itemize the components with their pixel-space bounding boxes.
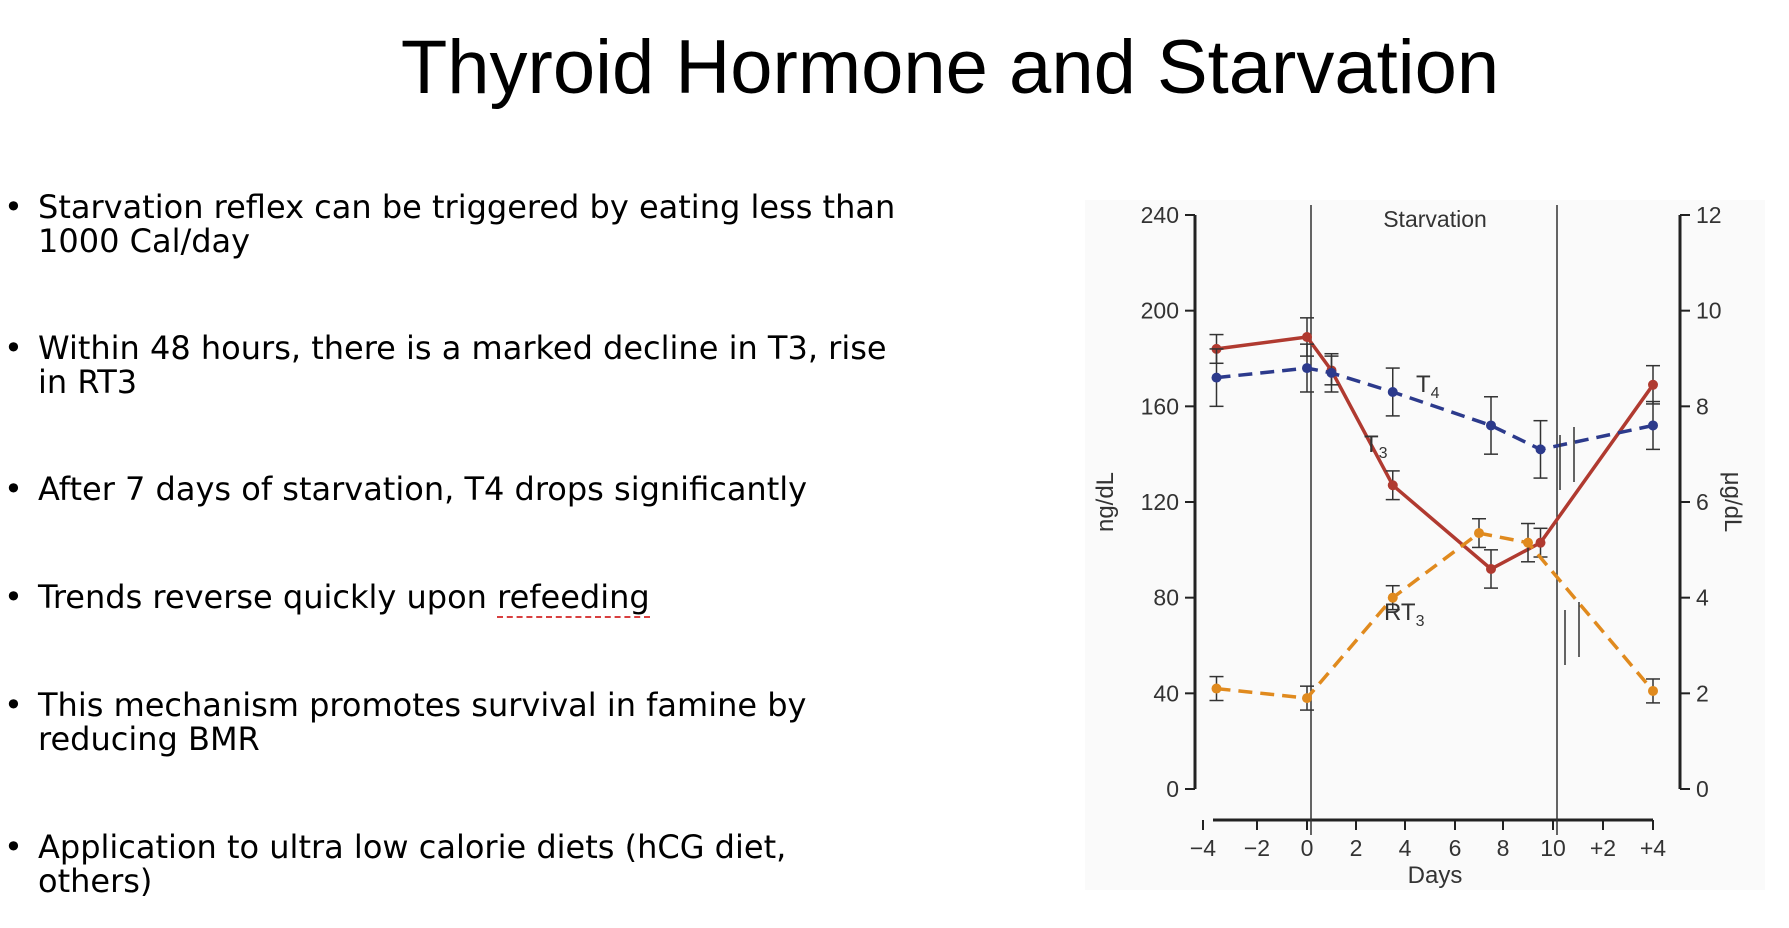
left-axis-tick-label: 40 <box>1153 680 1179 706</box>
data-point <box>1474 528 1484 539</box>
x-axis-tick-label: 10 <box>1540 835 1566 861</box>
bullet-text: Trends reverse quickly upon <box>38 578 498 616</box>
x-axis-tick-label: 0 <box>1301 835 1314 861</box>
x-axis-tick-label: −4 <box>1190 835 1216 861</box>
data-point <box>1211 683 1222 694</box>
data-point <box>1387 480 1398 491</box>
bullet-line: After 7 days of starvation, T4 drops sig… <box>38 470 808 508</box>
slide-title: Thyroid Hormone and Starvation <box>400 25 1500 110</box>
bullet-line: Trends reverse quickly upon refeeding <box>38 578 650 618</box>
left-axis-tick-label: 160 <box>1141 393 1179 419</box>
bullet-dot: • <box>4 470 23 508</box>
bullet-line: in RT3 <box>38 363 138 401</box>
bullet-item: • Application to ultra low calorie diets… <box>0 830 786 898</box>
left-axis-tick-label: 120 <box>1141 489 1179 515</box>
data-point <box>1535 444 1546 455</box>
series-label: T4 <box>1416 371 1440 402</box>
x-axis-tick-label: 4 <box>1399 835 1412 861</box>
bullet-dot: • <box>4 329 23 367</box>
series-label-text: RT <box>1384 599 1416 626</box>
right-axis-tick-label: 12 <box>1696 202 1722 228</box>
bullet-line: reducing BMR <box>38 720 260 758</box>
bullet-item: • After 7 days of starvation, T4 drops s… <box>0 472 807 506</box>
data-point <box>1326 367 1337 378</box>
bullet-line: Starvation reflex can be triggered by ea… <box>38 188 896 226</box>
data-point <box>1302 363 1312 374</box>
data-point <box>1302 693 1312 704</box>
right-axis-tick-label: 10 <box>1696 298 1722 324</box>
x-axis-label: Days <box>1408 862 1463 889</box>
series-label-text: T <box>1364 431 1379 458</box>
data-point <box>1486 563 1496 574</box>
left-axis-tick-label: 80 <box>1153 585 1179 611</box>
bullet-line: 1000 Cal/day <box>38 222 251 260</box>
bullet-dot: • <box>4 188 23 226</box>
data-point <box>1387 592 1398 603</box>
chart-container: 0 40 80 120 160 200 240 0 2 4 6 8 10 12 ng/dL μg/dL −4 −2… <box>1085 190 1765 910</box>
series-label-subscript: 3 <box>1379 445 1388 462</box>
bullet-line: others) <box>38 862 153 900</box>
bullet-line: Application to ultra low calorie diets (… <box>38 828 787 866</box>
right-axis-tick-label: 6 <box>1696 489 1709 515</box>
left-axis-label: ng/dL <box>1092 472 1119 532</box>
data-point <box>1211 372 1222 383</box>
x-axis-tick-label: −2 <box>1244 835 1270 861</box>
right-axis-tick-label: 4 <box>1696 585 1709 611</box>
series-line <box>1216 531 1655 700</box>
data-point <box>1486 420 1496 431</box>
left-axis-tick-label: 240 <box>1141 202 1179 228</box>
x-axis-tick-label: 8 <box>1497 835 1510 861</box>
data-point <box>1302 331 1312 342</box>
series-label-subscript: 4 <box>1431 385 1440 402</box>
series-label: T3 <box>1364 431 1388 462</box>
x-axis-tick-label: +2 <box>1590 835 1616 861</box>
data-point <box>1648 379 1658 390</box>
data-point <box>1535 537 1546 548</box>
right-axis-tick-label: 0 <box>1696 776 1709 802</box>
bullet-item: • Within 48 hours, there is a marked dec… <box>0 331 887 399</box>
data-point <box>1387 386 1398 397</box>
data-point <box>1523 537 1533 548</box>
bullet-dot: • <box>4 686 23 724</box>
spellcheck-flagged-word[interactable]: refeeding <box>497 578 650 618</box>
bullet-item: • Starvation reflex can be triggered by … <box>0 190 895 258</box>
data-point <box>1648 685 1658 696</box>
right-axis-tick-label: 2 <box>1696 680 1709 706</box>
series-label-text: T <box>1416 371 1431 398</box>
bullet-item: • This mechanism promotes survival in fa… <box>0 688 806 756</box>
bullet-line: This mechanism promotes survival in fami… <box>38 686 807 724</box>
bullet-line: Within 48 hours, there is a marked decli… <box>38 329 887 367</box>
series-label-subscript: 3 <box>1416 613 1425 630</box>
series-label: RT3 <box>1384 599 1425 630</box>
left-axis-tick-label: 200 <box>1141 298 1179 324</box>
bullet-item: • Trends reverse quickly upon refeeding <box>0 578 650 618</box>
x-axis-tick-label: 6 <box>1449 835 1462 861</box>
bullet-dot: • <box>4 578 23 616</box>
right-axis-label: μg/dL <box>1719 472 1746 533</box>
left-axis-tick-label: 0 <box>1166 776 1179 802</box>
chart-background <box>1085 200 1765 890</box>
x-axis-tick-label: 2 <box>1350 835 1363 861</box>
x-axis-tick-label: +4 <box>1640 835 1666 861</box>
starvation-region-label: Starvation <box>1383 206 1487 232</box>
bullet-dot: • <box>4 828 23 866</box>
right-axis-tick-label: 8 <box>1696 393 1709 419</box>
data-point <box>1648 420 1658 431</box>
